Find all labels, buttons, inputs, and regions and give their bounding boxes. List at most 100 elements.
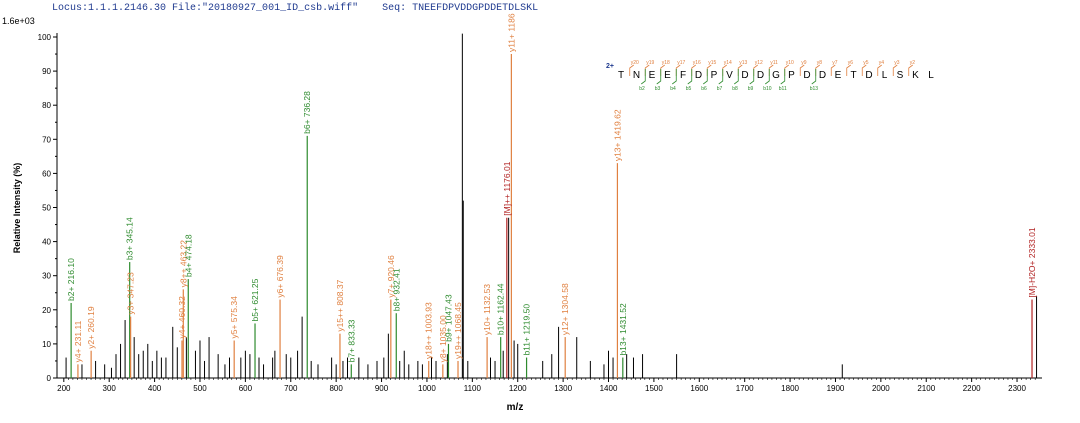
y-ion-tag: y16: [693, 60, 701, 66]
y-ion-tag: y20: [631, 60, 639, 66]
y-ion-bracket: [830, 64, 836, 76]
sequence-residue: K: [912, 70, 919, 81]
y-ion-tag: y8: [817, 60, 823, 66]
y-ion-tag: y10: [786, 60, 794, 66]
b-ion-tag: b9: [748, 86, 754, 92]
sequence-residue: S: [897, 70, 904, 81]
x-tick-label: 600: [239, 384, 253, 393]
x-tick-label: 1800: [781, 384, 799, 393]
sequence-residue: P: [788, 70, 795, 81]
sequence-residue: G: [772, 70, 780, 81]
sequence-residue: D: [757, 70, 764, 81]
b-ion-bracket: [641, 69, 646, 85]
y-ion-bracket: [877, 64, 882, 76]
peak-label: b6+ 736.28: [302, 91, 312, 134]
peak-label: y8+ 1035.00: [438, 315, 448, 362]
peak-label: y3+ 347.23: [126, 272, 136, 315]
peak-label: b5+ 621.25: [250, 278, 260, 321]
b-ion-bracket: [703, 69, 708, 85]
peak-label: y2+ 260.19: [86, 306, 96, 349]
sequence-residue: L: [882, 70, 888, 81]
peak-label: b11+ 1219.50: [522, 304, 532, 356]
peak-label: y13+ 1419.62: [612, 109, 622, 161]
y-ion-bracket: [908, 64, 913, 76]
sequence-residue: E: [649, 70, 656, 81]
y-tick-label: 80: [42, 101, 51, 110]
x-tick-label: 1500: [645, 384, 663, 393]
y-ion-bracket: [861, 64, 867, 76]
y-ion-tag: y13: [739, 60, 747, 66]
y-ion-tag: y15: [708, 60, 716, 66]
x-tick-label: 1000: [418, 384, 436, 393]
b-ion-tag: b10: [763, 86, 772, 92]
peaks-group: [65, 33, 1038, 378]
sequence-residue: F: [680, 70, 686, 81]
peak-label: y8++ 463.22: [178, 240, 188, 288]
y-ion-bracket: [892, 64, 898, 76]
x-tick-label: 1900: [827, 384, 845, 393]
spectrum-header: Locus:1.1.1.2146.30 File:"20180927_001_I…: [52, 3, 538, 14]
x-tick-label: 700: [284, 384, 298, 393]
b-ion-tag: b2: [639, 86, 645, 92]
b-ion-bracket: [749, 69, 755, 85]
peak-label: y4+ 231.11: [73, 320, 83, 362]
b-ion-tag: b4: [670, 86, 676, 92]
peak-label: b8+ 932.41: [391, 268, 401, 311]
b-ion-bracket: [811, 69, 817, 85]
peak-label: y19++ 1068.45: [453, 302, 463, 359]
b-ion-tag: b5: [686, 86, 692, 92]
peak-label: b13+ 1431.52: [618, 303, 628, 356]
x-tick-label: 1300: [554, 384, 572, 393]
b-ion-bracket: [765, 69, 770, 85]
peak-label: y11+ 1186: [506, 13, 516, 52]
x-tick-label: 2300: [1008, 384, 1026, 393]
y-tick-label: 30: [42, 272, 51, 281]
x-tick-label: 1700: [736, 384, 754, 393]
x-tick-label: 1600: [690, 384, 708, 393]
sequence-residue: V: [726, 70, 733, 81]
x-axis-title: m/z: [507, 402, 524, 413]
sequence-residue: P: [711, 70, 718, 81]
peak-label: b3+ 345.14: [125, 217, 135, 260]
x-tick-label: 300: [103, 384, 117, 393]
sequence-residue: N: [633, 70, 640, 81]
b-ion-bracket: [687, 69, 693, 85]
y-ion-tag: y4: [879, 60, 885, 66]
y-tick-label: 90: [42, 67, 51, 76]
y-tick-label: 50: [42, 204, 51, 213]
y-tick-label: 10: [42, 340, 51, 349]
axes-group: 0 10 20 30 40 50 60 70 80 90 100 200 300 400 500 600 700…: [38, 33, 1042, 393]
peak-label: y18++ 1003.93: [424, 302, 434, 359]
y-ion-tag: y11: [770, 60, 778, 66]
peak-label: y7+ 920.46: [386, 255, 396, 298]
peak-label: b2+ 216.10: [66, 258, 76, 301]
b-ion-bracket: [672, 69, 677, 85]
y-ion-tag: y18: [662, 60, 670, 66]
sequence-residue: D: [803, 70, 810, 81]
y-ion-bracket: [629, 64, 634, 76]
x-tick-label: 2200: [963, 384, 981, 393]
peak-labels-group: b2+ 216.10 y4+ 231.11 y2+ 260.19 b3+ 345.14…: [66, 13, 1037, 362]
y-tick-label: 40: [42, 238, 51, 247]
y-ion-bracket: [799, 64, 805, 76]
peak-label: b4+ 474.18: [183, 234, 193, 277]
peak-label: b10+ 1162.44: [496, 283, 506, 335]
y-tick-label: 60: [42, 169, 51, 178]
y-ion-tag: y12: [755, 60, 763, 66]
file-text: File:"20180927_001_ID_csb.wiff": [172, 3, 359, 14]
x-tick-label: 1200: [509, 384, 527, 393]
b-ion-bracket: [780, 69, 786, 85]
x-tick-label: 1100: [464, 384, 482, 393]
x-tick-label: 200: [57, 384, 71, 393]
peak-label: y15++ 808.37: [335, 279, 345, 331]
y-ion-tag: y3: [894, 60, 900, 66]
x-tick-label: 2000: [872, 384, 890, 393]
y-ion-tag: y9: [801, 60, 807, 66]
y-tick-label: 20: [42, 306, 51, 315]
y-ion-bracket: [846, 64, 851, 76]
precursor-charge: 2+: [606, 63, 614, 70]
sequence-residue: D: [741, 70, 748, 81]
x-tick-label: 800: [329, 384, 343, 393]
